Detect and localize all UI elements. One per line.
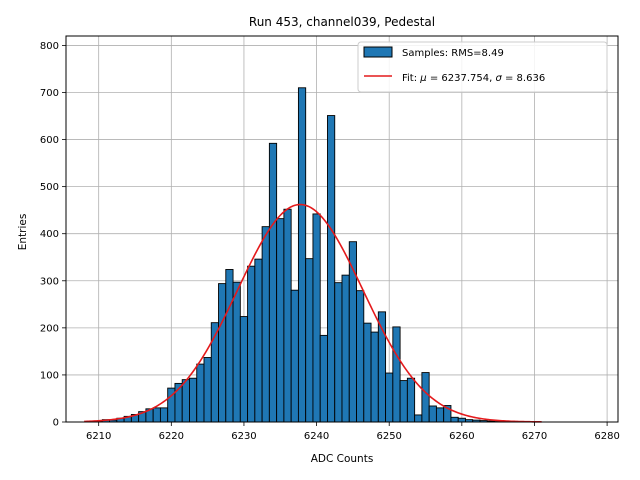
histogram-bar	[363, 322, 372, 423]
histogram-bar	[218, 283, 227, 423]
histogram-bar	[450, 416, 459, 423]
x-tick-label: 6280	[594, 431, 619, 442]
histogram-bar	[225, 269, 234, 423]
histogram-bar	[210, 322, 219, 423]
histogram-bar	[457, 417, 466, 423]
histogram-bar	[181, 379, 190, 423]
x-axis-ticks: 6210 6220 6230 6240 6250 6260 6270 6280	[86, 422, 620, 442]
x-tick-label: 6240	[304, 431, 329, 442]
histogram-bar	[312, 213, 321, 423]
legend-box	[357, 41, 608, 93]
y-tick-label: 800	[40, 41, 59, 52]
histogram-bar	[159, 407, 169, 423]
histogram-bar	[247, 265, 256, 423]
histogram-bar	[356, 290, 365, 423]
histogram-bar	[435, 407, 445, 423]
histogram-bar	[421, 372, 430, 423]
x-tick-label: 6260	[449, 431, 474, 442]
histogram-bar	[276, 218, 285, 423]
histogram-bar	[319, 334, 328, 423]
histogram-bar	[283, 208, 292, 423]
y-tick-label: 200	[40, 323, 59, 334]
histogram-bar	[305, 258, 314, 423]
legend-histogram-swatch	[363, 46, 393, 58]
y-axis-label: Entries	[17, 214, 29, 251]
x-tick-label: 6250	[376, 431, 401, 442]
y-tick-label: 0	[53, 418, 59, 429]
histogram-bar	[392, 326, 401, 423]
fit-curve	[84, 203, 542, 423]
legend: Samples: RMS=8.49 Fit: μ = 6237.754, σ =…	[357, 41, 608, 93]
histogram-bar	[254, 258, 263, 423]
x-tick-label: 6270	[522, 431, 547, 442]
y-tick-label: 700	[40, 88, 59, 99]
y-tick-label: 400	[40, 229, 59, 240]
histogram-bar	[203, 357, 212, 423]
grid-lines	[66, 36, 618, 423]
histogram-bar	[334, 282, 343, 423]
histogram-bar	[385, 372, 394, 423]
histogram-bar	[268, 142, 278, 423]
histogram-bar	[239, 316, 249, 423]
histogram-bar	[261, 226, 270, 423]
legend-fit-label: Fit: μ = 6237.754, σ = 8.636	[402, 73, 545, 84]
y-tick-label: 500	[40, 182, 59, 193]
histogram-bar	[399, 380, 408, 423]
histogram-bar	[189, 377, 198, 423]
plot-frame	[65, 35, 619, 423]
histogram-bar	[327, 115, 336, 423]
histogram-bar	[297, 87, 307, 423]
histogram-bar	[290, 289, 299, 423]
histogram-bar	[232, 281, 241, 423]
y-tick-label: 600	[40, 135, 59, 146]
histogram-bar	[341, 274, 350, 423]
histogram-bar	[406, 377, 416, 423]
histogram-bar	[152, 407, 161, 423]
x-tick-label: 6230	[231, 431, 256, 442]
histogram-bar	[370, 331, 379, 423]
histogram-bar	[196, 363, 205, 423]
y-axis-ticks: 0 100 200 300 400 500 600 700 800	[40, 41, 66, 429]
chart-title: Run 453, channel039, Pedestal	[249, 15, 435, 29]
histogram-bar	[414, 414, 423, 423]
legend-histogram-label: Samples: RMS=8.49	[402, 48, 504, 59]
x-tick-label: 6210	[86, 431, 111, 442]
y-tick-label: 100	[40, 370, 59, 381]
x-axis-label: ADC Counts	[311, 453, 374, 465]
y-tick-label: 300	[40, 276, 59, 287]
histogram-bar	[428, 405, 437, 423]
x-tick-label: 6220	[159, 431, 184, 442]
histogram-bars	[87, 87, 539, 423]
